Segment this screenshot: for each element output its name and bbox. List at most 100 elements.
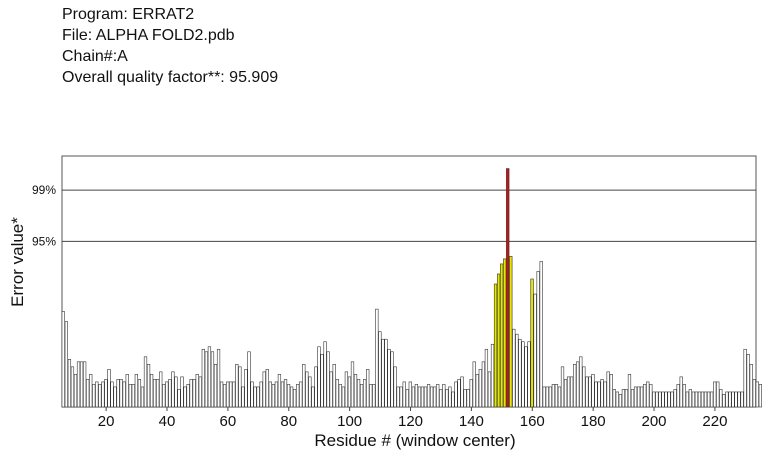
bar-residue-231	[746, 353, 750, 408]
bar-residue-229	[740, 391, 744, 408]
bar-residue-214	[694, 391, 699, 408]
bar-residue-90	[317, 346, 321, 408]
bar-residue-52	[201, 348, 205, 408]
bar-residue-11	[76, 361, 81, 408]
x-tick-label-100: 100	[337, 413, 362, 430]
bar-residue-79	[283, 379, 288, 408]
bar-residue-63	[235, 364, 239, 408]
bar-residue-60	[226, 381, 230, 408]
bar-residue-124	[420, 386, 425, 408]
bar-residue-34	[146, 364, 151, 408]
bar-residue-212	[688, 389, 692, 408]
bar-residue-41	[168, 379, 172, 408]
bar-residue-74	[268, 381, 272, 408]
bar-residue-24	[116, 379, 120, 408]
bar-residue-55	[210, 351, 215, 408]
bar-residue-59	[223, 384, 227, 408]
program-label: Program: ERRAT2	[62, 6, 195, 23]
bar-residue-222	[719, 389, 723, 408]
bar-residue-18	[98, 384, 102, 408]
bar-residue-144	[481, 361, 485, 408]
reference-lines: 95% 99%	[32, 183, 756, 248]
bar-residue-107	[369, 384, 373, 408]
bar-residue-173	[570, 376, 574, 408]
bar-residue-215	[697, 391, 702, 408]
bar-residue-56	[213, 364, 218, 408]
bar-residue-118	[402, 381, 406, 408]
bar-residue-199	[649, 384, 653, 408]
bar-residue-176	[579, 356, 583, 408]
bar-residue-175	[576, 361, 580, 408]
bar-residue-16	[92, 384, 96, 408]
bar-residue-187	[612, 389, 616, 408]
bar-residue-49	[192, 379, 196, 408]
bar-residue-76	[274, 381, 279, 408]
bar-residue-64	[238, 366, 242, 408]
bar-residue-70	[256, 386, 260, 408]
bar-residue-37	[156, 379, 160, 408]
bar-residue-170	[560, 366, 565, 408]
bar-residue-190	[621, 389, 626, 408]
bar-residue-135	[454, 381, 458, 408]
bar-residue-216	[700, 391, 705, 408]
bar-residue-140	[469, 379, 473, 408]
bar-residue-193	[630, 389, 635, 408]
bar-residue-235	[758, 384, 762, 408]
bar-residue-209	[679, 376, 683, 408]
bar-residue-123	[417, 386, 422, 408]
bar-residue-132	[445, 389, 449, 408]
bar-residue-163	[539, 261, 543, 408]
bar-residue-43	[174, 376, 178, 408]
bar-residue-156	[518, 338, 522, 408]
bar-residue-116	[396, 386, 400, 408]
bar-residue-226	[731, 391, 735, 408]
bar-residue-161	[533, 293, 537, 408]
bar-residue-192	[627, 374, 632, 408]
bar-residue-21	[107, 369, 111, 408]
x-tick-label-180: 180	[581, 413, 606, 430]
bar-residue-143	[478, 369, 482, 408]
bar-residue-227	[734, 391, 738, 408]
bar-residue-165	[545, 386, 549, 408]
bar-residue-207	[673, 389, 677, 408]
bar-residue-93	[326, 351, 330, 408]
bar-residue-66	[244, 369, 248, 408]
bar-residue-224	[725, 391, 729, 408]
x-tick-label-160: 160	[520, 413, 545, 430]
bar-residue-42	[171, 371, 175, 408]
bar-residue-109	[375, 308, 379, 408]
bar-residue-99	[344, 371, 349, 408]
x-axis-label: Residue # (window center)	[314, 431, 515, 450]
bar-residue-101	[350, 361, 355, 408]
bar-residue-127	[430, 386, 434, 408]
bar-residue-38	[159, 371, 163, 408]
bar-residue-128	[433, 386, 437, 408]
bar-residue-68	[250, 381, 254, 408]
bar-residue-129	[436, 384, 440, 408]
bar-residue-171	[563, 379, 568, 408]
bar-residue-233	[752, 379, 756, 408]
bar-residue-136	[457, 379, 461, 408]
bar-residue-201	[655, 391, 659, 408]
bar-residue-133	[448, 386, 452, 408]
bar-residue-62	[232, 381, 236, 408]
bar-residue-112	[384, 338, 388, 408]
bar-residue-72	[262, 371, 266, 408]
bar-residue-234	[755, 381, 759, 408]
quality-factor-label: Overall quality factor**: 95.909	[62, 69, 279, 86]
bar-residue-83	[296, 384, 300, 408]
bar-residue-182	[597, 381, 601, 408]
bar-residue-206	[670, 391, 674, 408]
bar-residue-102	[353, 374, 358, 408]
bar-residue-120	[408, 381, 412, 408]
bar-residue-149	[496, 273, 501, 408]
bar-residue-221	[716, 381, 720, 408]
bar-residue-91	[320, 353, 324, 408]
bar-residue-65	[241, 386, 245, 408]
bar-residue-138	[463, 389, 467, 408]
bar-residue-51	[198, 376, 202, 408]
bar-residue-169	[557, 386, 562, 408]
bar-residue-103	[356, 379, 361, 408]
bar-residue-69	[253, 386, 257, 408]
bar-residue-46	[183, 386, 187, 408]
